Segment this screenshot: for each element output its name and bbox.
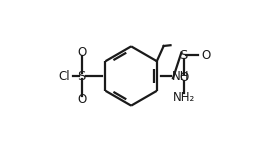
Text: O: O [179,71,188,84]
Text: O: O [77,93,86,106]
Text: NH₂: NH₂ [172,91,195,104]
Text: O: O [202,49,211,62]
Text: S: S [78,69,86,83]
Text: NH: NH [172,69,190,83]
Text: S: S [179,49,188,62]
Text: O: O [77,46,86,59]
Text: Cl: Cl [58,69,70,83]
